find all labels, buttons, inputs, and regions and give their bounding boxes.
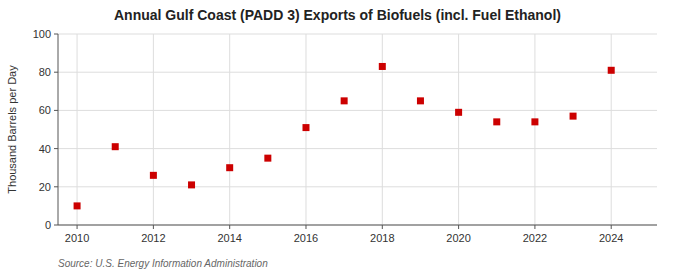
point (608, 67, 615, 74)
y-tick-label: 40 (39, 143, 51, 155)
y-grid-line (58, 225, 657, 226)
x-tick-label: 2012 (141, 232, 165, 244)
x-tick (534, 225, 535, 229)
point (417, 97, 424, 104)
x-grid-line (458, 34, 459, 225)
point (455, 109, 462, 116)
x-tick-label: 2020 (446, 232, 470, 244)
y-tick-label: 60 (39, 104, 51, 116)
x-grid-line (382, 34, 383, 225)
point (150, 172, 157, 179)
point (493, 118, 500, 125)
chart-svg: 2010 2012 2014 2016 2018 2020 2022 2024 0 20 40 60 8… (0, 0, 675, 275)
x-tick-label: 2010 (65, 232, 89, 244)
x-grid-line (229, 34, 230, 225)
x-grid-line (534, 34, 535, 225)
point (531, 118, 538, 125)
y-tick-label: 80 (39, 66, 51, 78)
y-tick (54, 225, 58, 226)
y-tick (54, 110, 58, 111)
x-tick (458, 225, 459, 229)
x-tick (382, 225, 383, 229)
grid (58, 34, 657, 225)
y-tick-label: 20 (39, 181, 51, 193)
x-tick-label: 2024 (599, 232, 623, 244)
y-tick (54, 72, 58, 73)
x-tick-label: 2018 (370, 232, 394, 244)
x-tick (229, 225, 230, 229)
y-axis-label: Thousand Barrels per Day (6, 65, 18, 194)
x-tick (305, 225, 306, 229)
y-grid-line (58, 148, 657, 149)
point (74, 202, 81, 209)
y-grid-line (58, 110, 657, 111)
chart-container: 2010 2012 2014 2016 2018 2020 2022 2024 0 20 40 60 8… (0, 0, 675, 275)
y-grid-line (58, 34, 657, 35)
x-tick (153, 225, 154, 229)
x-tick-label: 2016 (294, 232, 318, 244)
x-tick-label: 2014 (217, 232, 241, 244)
x-axis-line (58, 225, 657, 226)
point (264, 155, 271, 162)
y-tick (54, 186, 58, 187)
point (112, 143, 119, 150)
x-grid-line (611, 34, 612, 225)
x-grid-line (153, 34, 154, 225)
point (341, 97, 348, 104)
source-note: Source: U.S. Energy Information Administ… (58, 258, 268, 269)
y-tick-label: 100 (33, 28, 51, 40)
y-grid-line (58, 186, 657, 187)
y-tick-label: 0 (45, 219, 51, 231)
y-tick (54, 148, 58, 149)
point (302, 124, 309, 131)
x-tick (611, 225, 612, 229)
points (74, 63, 615, 209)
point (379, 63, 386, 70)
axes: 2010 2012 2014 2016 2018 2020 2022 2024 0 20 40 60 8… (33, 28, 657, 244)
y-grid-line (58, 72, 657, 73)
title: Annual Gulf Coast (PADD 3) Exports of Bi… (114, 7, 561, 23)
point (188, 181, 195, 188)
point (226, 164, 233, 171)
y-tick (54, 34, 58, 35)
x-tick-label: 2022 (523, 232, 547, 244)
x-grid-line (77, 34, 78, 225)
x-tick (77, 225, 78, 229)
y-axis-line (58, 34, 59, 225)
point (570, 113, 577, 120)
